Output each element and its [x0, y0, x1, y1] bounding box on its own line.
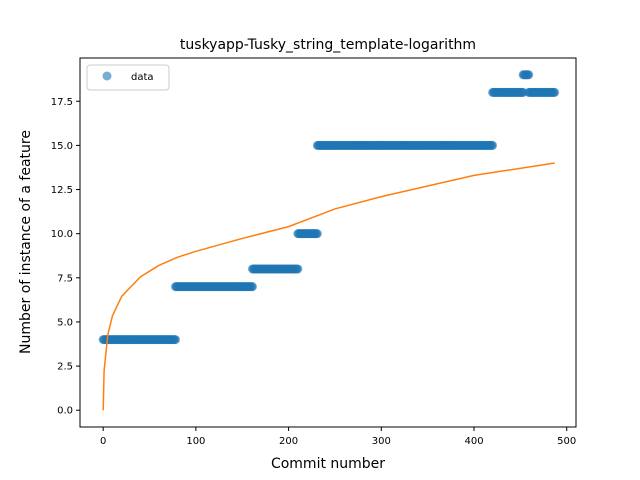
legend-box	[86, 64, 170, 91]
data-point	[550, 87, 560, 97]
series-data-points	[98, 70, 560, 345]
legend-marker-data	[102, 71, 112, 81]
chart-title: tuskyapp-Tusky_string_template-logarithm	[180, 37, 476, 53]
data-point	[312, 229, 322, 239]
data-point	[488, 140, 498, 150]
y-tick-label: 15.0	[51, 141, 73, 152]
data-point	[170, 335, 180, 345]
plot-area	[98, 70, 560, 411]
x-tick-label: 0	[100, 436, 106, 447]
x-tick-label: 200	[279, 436, 298, 447]
y-axis: 0.0 2.5 5.0 7.5 10.0 12.5 15.0 17.5	[51, 97, 80, 417]
y-tick-label: 7.5	[57, 273, 73, 284]
x-tick-label: 500	[557, 436, 576, 447]
fit-line	[102, 162, 555, 411]
y-axis-label: Number of instance of a feature	[18, 130, 34, 354]
y-tick-label: 5.0	[57, 317, 73, 328]
x-tick-label: 100	[186, 436, 205, 447]
x-axis: 0 100 200 300 400 500	[100, 427, 576, 447]
data-point	[293, 264, 303, 274]
y-tick-label: 2.5	[57, 362, 73, 373]
legend: data	[86, 64, 170, 91]
plot-frame	[79, 57, 577, 428]
legend-label-data: data	[131, 72, 154, 83]
y-tick-label: 17.5	[51, 97, 73, 108]
y-tick-label: 10.0	[51, 229, 73, 240]
y-tick-label: 0.0	[57, 406, 73, 417]
data-point	[524, 70, 534, 80]
x-tick-label: 400	[464, 436, 483, 447]
x-tick-label: 300	[372, 436, 391, 447]
y-tick-label: 12.5	[51, 185, 73, 196]
x-axis-label: Commit number	[271, 456, 385, 472]
data-point	[247, 282, 257, 292]
